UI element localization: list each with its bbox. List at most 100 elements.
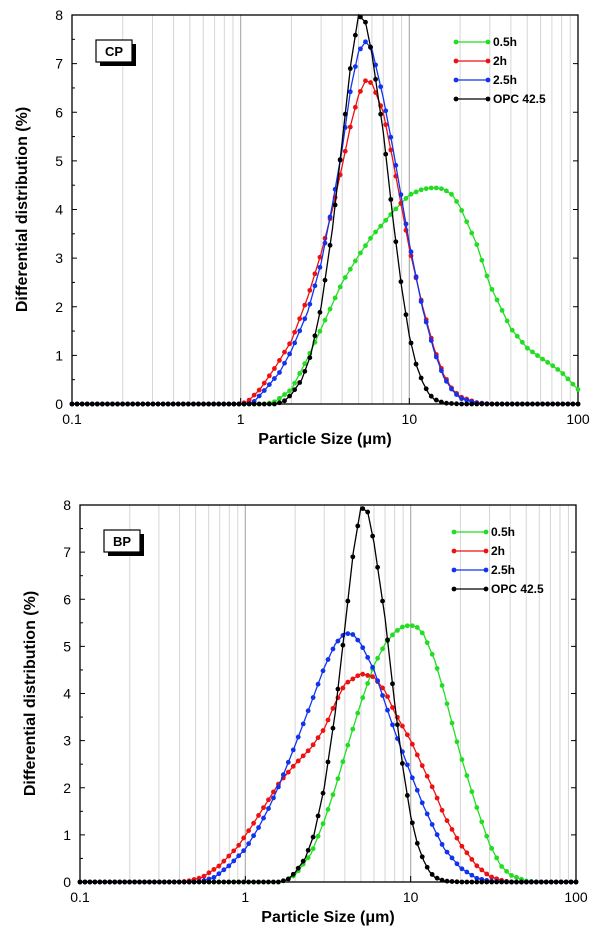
data-point <box>325 759 331 765</box>
data-point <box>216 879 222 885</box>
data-point <box>454 392 459 397</box>
data-point <box>211 875 217 880</box>
data-point <box>302 316 308 322</box>
data-point <box>266 806 271 811</box>
data-point <box>479 257 485 263</box>
data-point <box>479 867 485 873</box>
y-tick-label: 3 <box>63 733 71 749</box>
data-point <box>469 872 475 878</box>
data-point <box>413 189 419 195</box>
y-tick-label: 5 <box>63 638 71 654</box>
legend-entry: OPC 42.5 <box>493 92 546 106</box>
data-point <box>489 879 495 885</box>
data-point <box>327 306 333 312</box>
data-point <box>464 401 470 407</box>
data-point <box>409 775 415 781</box>
data-point <box>494 855 500 861</box>
data-point <box>454 199 459 204</box>
data-point <box>408 340 414 346</box>
data-point <box>317 309 323 315</box>
data-point <box>395 627 400 633</box>
legend-entry: 2h <box>493 54 507 68</box>
data-point <box>360 645 366 651</box>
data-point <box>540 356 545 362</box>
data-point <box>375 655 380 661</box>
data-point <box>266 797 271 803</box>
data-point <box>509 879 514 885</box>
data-point <box>69 401 75 407</box>
data-point <box>285 876 291 882</box>
data-point <box>449 386 454 392</box>
data-point <box>428 185 434 191</box>
data-point <box>241 879 247 885</box>
data-point <box>423 319 429 325</box>
data-point <box>533 879 539 885</box>
data-point <box>196 879 202 885</box>
data-point <box>565 376 571 382</box>
data-point <box>434 795 440 801</box>
data-point <box>404 762 410 768</box>
data-point <box>519 879 524 885</box>
data-point <box>494 401 500 407</box>
data-point <box>385 637 390 643</box>
data-point <box>272 401 277 407</box>
data-point <box>305 847 311 853</box>
data-point <box>340 642 346 648</box>
data-point <box>428 393 434 399</box>
data-point <box>335 776 341 782</box>
x-tick-label: 0.1 <box>62 411 82 427</box>
data-point <box>175 401 181 407</box>
data-point <box>226 853 232 859</box>
data-point <box>261 815 266 821</box>
data-point <box>449 720 455 726</box>
chart-panel-cp: 0 1 2 3 4 5 6 7 8 0.1 1 10 100 Particle Size (μm) Diff… <box>14 7 590 448</box>
data-point <box>282 349 287 355</box>
data-point <box>504 868 509 874</box>
legend-swatch-marker <box>485 96 491 102</box>
panel-label: CP <box>105 44 123 59</box>
data-point <box>383 122 389 128</box>
data-point <box>368 80 373 85</box>
data-point <box>350 632 356 637</box>
data-point <box>459 843 465 849</box>
legend-entry: 2h <box>491 544 505 558</box>
data-point <box>499 879 504 885</box>
data-point <box>368 235 373 241</box>
series-line <box>80 673 576 883</box>
data-point <box>310 846 316 852</box>
data-point <box>216 863 222 869</box>
data-point <box>120 401 125 407</box>
data-point <box>315 813 321 819</box>
data-point <box>307 301 313 307</box>
data-point <box>256 879 261 885</box>
data-point <box>525 345 530 351</box>
data-point <box>160 401 166 407</box>
data-point <box>350 726 356 732</box>
data-point <box>122 879 128 885</box>
legend-swatch-marker <box>451 548 457 554</box>
x-tick-label: 10 <box>402 411 418 427</box>
data-point <box>206 401 212 407</box>
data-point <box>350 676 356 682</box>
data-point <box>509 327 515 333</box>
data-point <box>570 401 576 407</box>
data-point <box>400 624 405 630</box>
data-point <box>390 632 395 638</box>
data-point <box>390 705 395 710</box>
panel-label: BP <box>113 534 131 549</box>
data-point <box>231 858 237 864</box>
data-point <box>380 685 385 691</box>
data-point <box>408 249 414 255</box>
data-point <box>530 349 535 355</box>
data-point <box>342 148 348 154</box>
data-point <box>424 864 430 870</box>
data-point <box>181 879 187 885</box>
data-point <box>355 673 361 679</box>
data-point <box>438 368 444 374</box>
data-point <box>558 879 564 885</box>
data-point <box>330 725 336 731</box>
data-point <box>560 371 566 377</box>
data-point <box>327 242 333 248</box>
data-point <box>489 401 495 407</box>
data-point <box>150 401 156 407</box>
